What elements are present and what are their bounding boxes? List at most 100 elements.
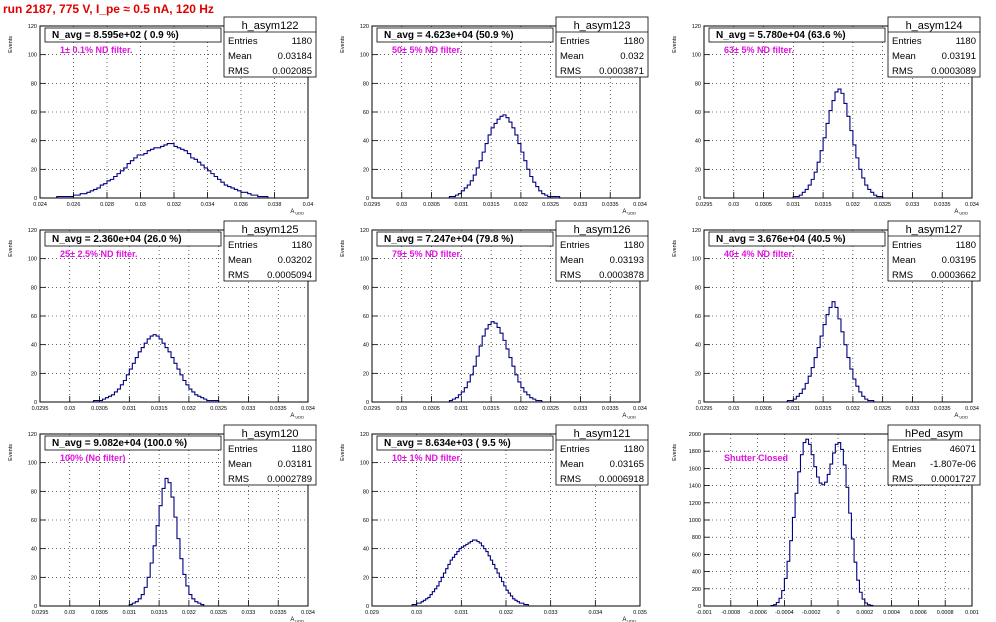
- y-tick-label: 0: [34, 400, 37, 406]
- y-tick-label: 40: [31, 343, 37, 349]
- x-tick-label: 0.034: [965, 406, 979, 412]
- x-axis-title: AUDD: [954, 209, 968, 216]
- x-tick-label: 0.0305: [755, 406, 772, 412]
- y-axis-title: Events: [340, 444, 346, 461]
- y-tick-label: 40: [695, 139, 701, 145]
- stats-value-mean: 0.03191: [942, 51, 976, 62]
- stats-label-mean: Mean: [228, 51, 252, 62]
- stats-title: h_asym126: [574, 224, 631, 236]
- y-tick-label: 40: [31, 139, 37, 145]
- x-tick-label: 0.032: [514, 406, 528, 412]
- stats-label-rms: RMS: [560, 270, 581, 281]
- stats-title: h_asym121: [574, 428, 631, 440]
- histogram-panel-h_asym123: 0.0295 0.03 0.0305 0.031 0.0315 0.032 0.0325 0.…: [340, 16, 649, 216]
- stats-value-rms: 0.0003089: [931, 66, 976, 77]
- x-tick-label: 0.036: [234, 202, 248, 208]
- filter-label: 100% (No filter): [60, 453, 126, 463]
- navg-box: [376, 27, 554, 43]
- stats-title: hPed_asym: [905, 428, 963, 440]
- x-axis-title-main: A: [622, 413, 626, 419]
- stats-title: h_asym123: [574, 20, 631, 32]
- stats-value-mean: 0.03181: [278, 459, 312, 470]
- stats-title: h_asym127: [906, 224, 963, 236]
- x-tick-label: 0.034: [201, 202, 215, 208]
- y-tick-label: 120: [360, 228, 369, 234]
- stats-label-rms: RMS: [892, 270, 913, 281]
- histogram-line: [786, 301, 875, 402]
- navg-box: [376, 231, 554, 247]
- y-tick-label: 20: [695, 371, 701, 377]
- navg-box: [376, 435, 554, 451]
- y-tick-label: 60: [363, 110, 369, 116]
- y-tick-label: 60: [695, 314, 701, 320]
- stats-label-rms: RMS: [228, 66, 249, 77]
- y-tick-label: 2000: [689, 432, 701, 438]
- x-tick-label: 0.0305: [91, 406, 108, 412]
- x-tick-label: 0.032: [846, 202, 860, 208]
- x-tick-label: 0.028: [100, 202, 114, 208]
- y-tick-label: 60: [31, 110, 37, 116]
- x-tick-label: 0.034: [633, 202, 647, 208]
- x-tick-label: 0.0305: [423, 202, 440, 208]
- stats-value-mean: 0.03202: [278, 255, 312, 266]
- stats-label-entries: Entries: [892, 240, 922, 251]
- stats-value-rms: 0.0003871: [599, 66, 644, 77]
- y-tick-label: 100: [360, 461, 369, 467]
- y-tick-label: 40: [363, 343, 369, 349]
- filter-label: 40± 4% ND filter.: [724, 249, 794, 259]
- x-tick-label: 0.0315: [815, 406, 832, 412]
- y-axis-title: Events: [8, 240, 14, 257]
- x-tick-label: 0.0305: [423, 406, 440, 412]
- x-tick-label: 0.0006: [910, 610, 927, 616]
- stats-value-entries: 1180: [292, 444, 312, 455]
- x-tick-label: 0.038: [268, 202, 282, 208]
- y-tick-label: 120: [28, 228, 37, 234]
- y-tick-label: 100: [360, 257, 369, 263]
- stats-label-mean: Mean: [560, 255, 584, 266]
- x-tick-label: 0.0335: [934, 406, 951, 412]
- filter-label: 1± 0.1% ND filter.: [60, 45, 132, 55]
- y-tick-label: 100: [28, 53, 37, 59]
- y-axis-title: Events: [672, 240, 678, 257]
- stats-value-entries: 46071: [950, 444, 976, 455]
- stats-value-entries: 1180: [292, 36, 312, 47]
- x-tick-label: 0.0325: [874, 406, 891, 412]
- y-tick-label: 60: [31, 518, 37, 524]
- x-tick-label: 0.001: [965, 610, 979, 616]
- stats-title: h_asym124: [906, 20, 963, 32]
- stats-label-entries: Entries: [560, 36, 590, 47]
- y-tick-label: 20: [363, 371, 369, 377]
- x-tick-label: 0.033: [906, 406, 920, 412]
- x-tick-label: 0.033: [574, 406, 588, 412]
- x-tick-label: 0.03: [728, 202, 739, 208]
- stats-label-rms: RMS: [560, 474, 581, 485]
- histogram-line: [411, 539, 529, 606]
- histogram-line: [93, 334, 220, 402]
- x-tick-label: 0.033: [242, 610, 256, 616]
- histogram-line: [448, 321, 543, 402]
- stats-label-mean: Mean: [560, 51, 584, 62]
- stats-label-mean: Mean: [228, 255, 252, 266]
- y-tick-label: 40: [363, 139, 369, 145]
- y-tick-label: 100: [28, 257, 37, 263]
- stats-label-mean: Mean: [892, 51, 916, 62]
- y-tick-label: 120: [692, 24, 701, 30]
- y-tick-label: 0: [366, 196, 369, 202]
- x-tick-label: 0.034: [301, 610, 315, 616]
- stats-value-rms: 0.0006918: [599, 474, 644, 485]
- stats-value-entries: 1180: [292, 240, 312, 251]
- x-tick-label: 0.0325: [210, 610, 227, 616]
- stats-value-rms: 0.0005094: [267, 270, 312, 281]
- stats-title: h_asym125: [242, 224, 299, 236]
- y-tick-label: 40: [363, 547, 369, 553]
- x-axis-title-sub: UDD: [959, 415, 968, 420]
- x-tick-label: 0.032: [182, 610, 196, 616]
- y-tick-label: 0: [34, 196, 37, 202]
- histogram-panel-h_asym126: 0.0295 0.03 0.0305 0.031 0.0315 0.032 0.0325 0.…: [340, 220, 649, 420]
- x-tick-label: 0.03: [396, 406, 407, 412]
- stats-value-rms: 0.002085: [272, 66, 312, 77]
- x-tick-label: 0.03: [728, 406, 739, 412]
- x-tick-label: 0.034: [965, 202, 979, 208]
- x-tick-label: 0.03: [411, 610, 422, 616]
- x-tick-label: 0.033: [906, 202, 920, 208]
